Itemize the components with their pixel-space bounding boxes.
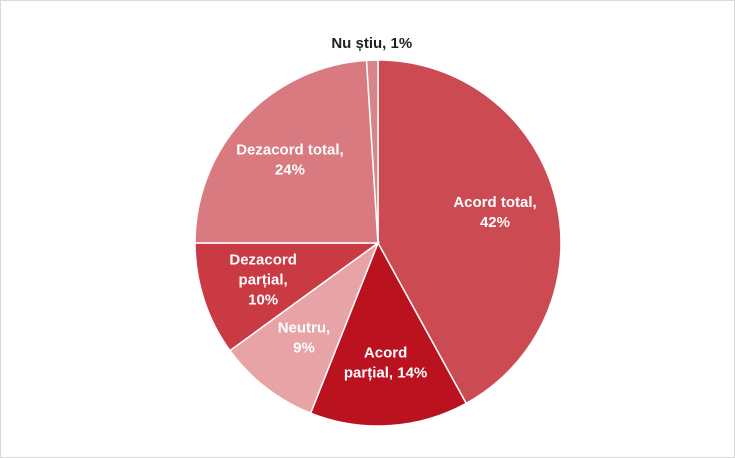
data-label-line: 24%: [275, 161, 305, 178]
pie-slice: [377, 59, 562, 405]
data-label-line: Neutru,: [278, 319, 331, 336]
pie-slice: [365, 59, 379, 244]
pie-slice: [228, 240, 380, 415]
pie-slice: [194, 59, 379, 244]
pie-slice: [194, 242, 381, 352]
data-label: Acord parțial, 14%: [344, 345, 427, 382]
data-label: Neutru, 9%: [278, 319, 331, 356]
data-label-line: 10%: [248, 291, 278, 308]
data-label-line: Dezacord total,: [236, 141, 344, 158]
data-label-line: Nu știu, 1%: [331, 35, 412, 52]
data-label-line: Acord total,: [453, 194, 536, 211]
data-label-line: 9%: [293, 339, 315, 356]
data-label-line: Dezacord: [229, 251, 297, 268]
pie-slice: [309, 241, 468, 427]
data-label-line: parțial,: [239, 271, 288, 288]
data-label: Acord total, 42%: [453, 194, 536, 231]
data-label-line: Acord: [364, 345, 407, 362]
data-label: Dezacord parțial, 10%: [229, 251, 297, 308]
data-label-line: parțial, 14%: [344, 365, 427, 382]
data-label: Nu știu, 1%: [331, 35, 412, 52]
data-label: Dezacord total, 24%: [236, 141, 344, 178]
data-label-line: 42%: [480, 214, 510, 231]
